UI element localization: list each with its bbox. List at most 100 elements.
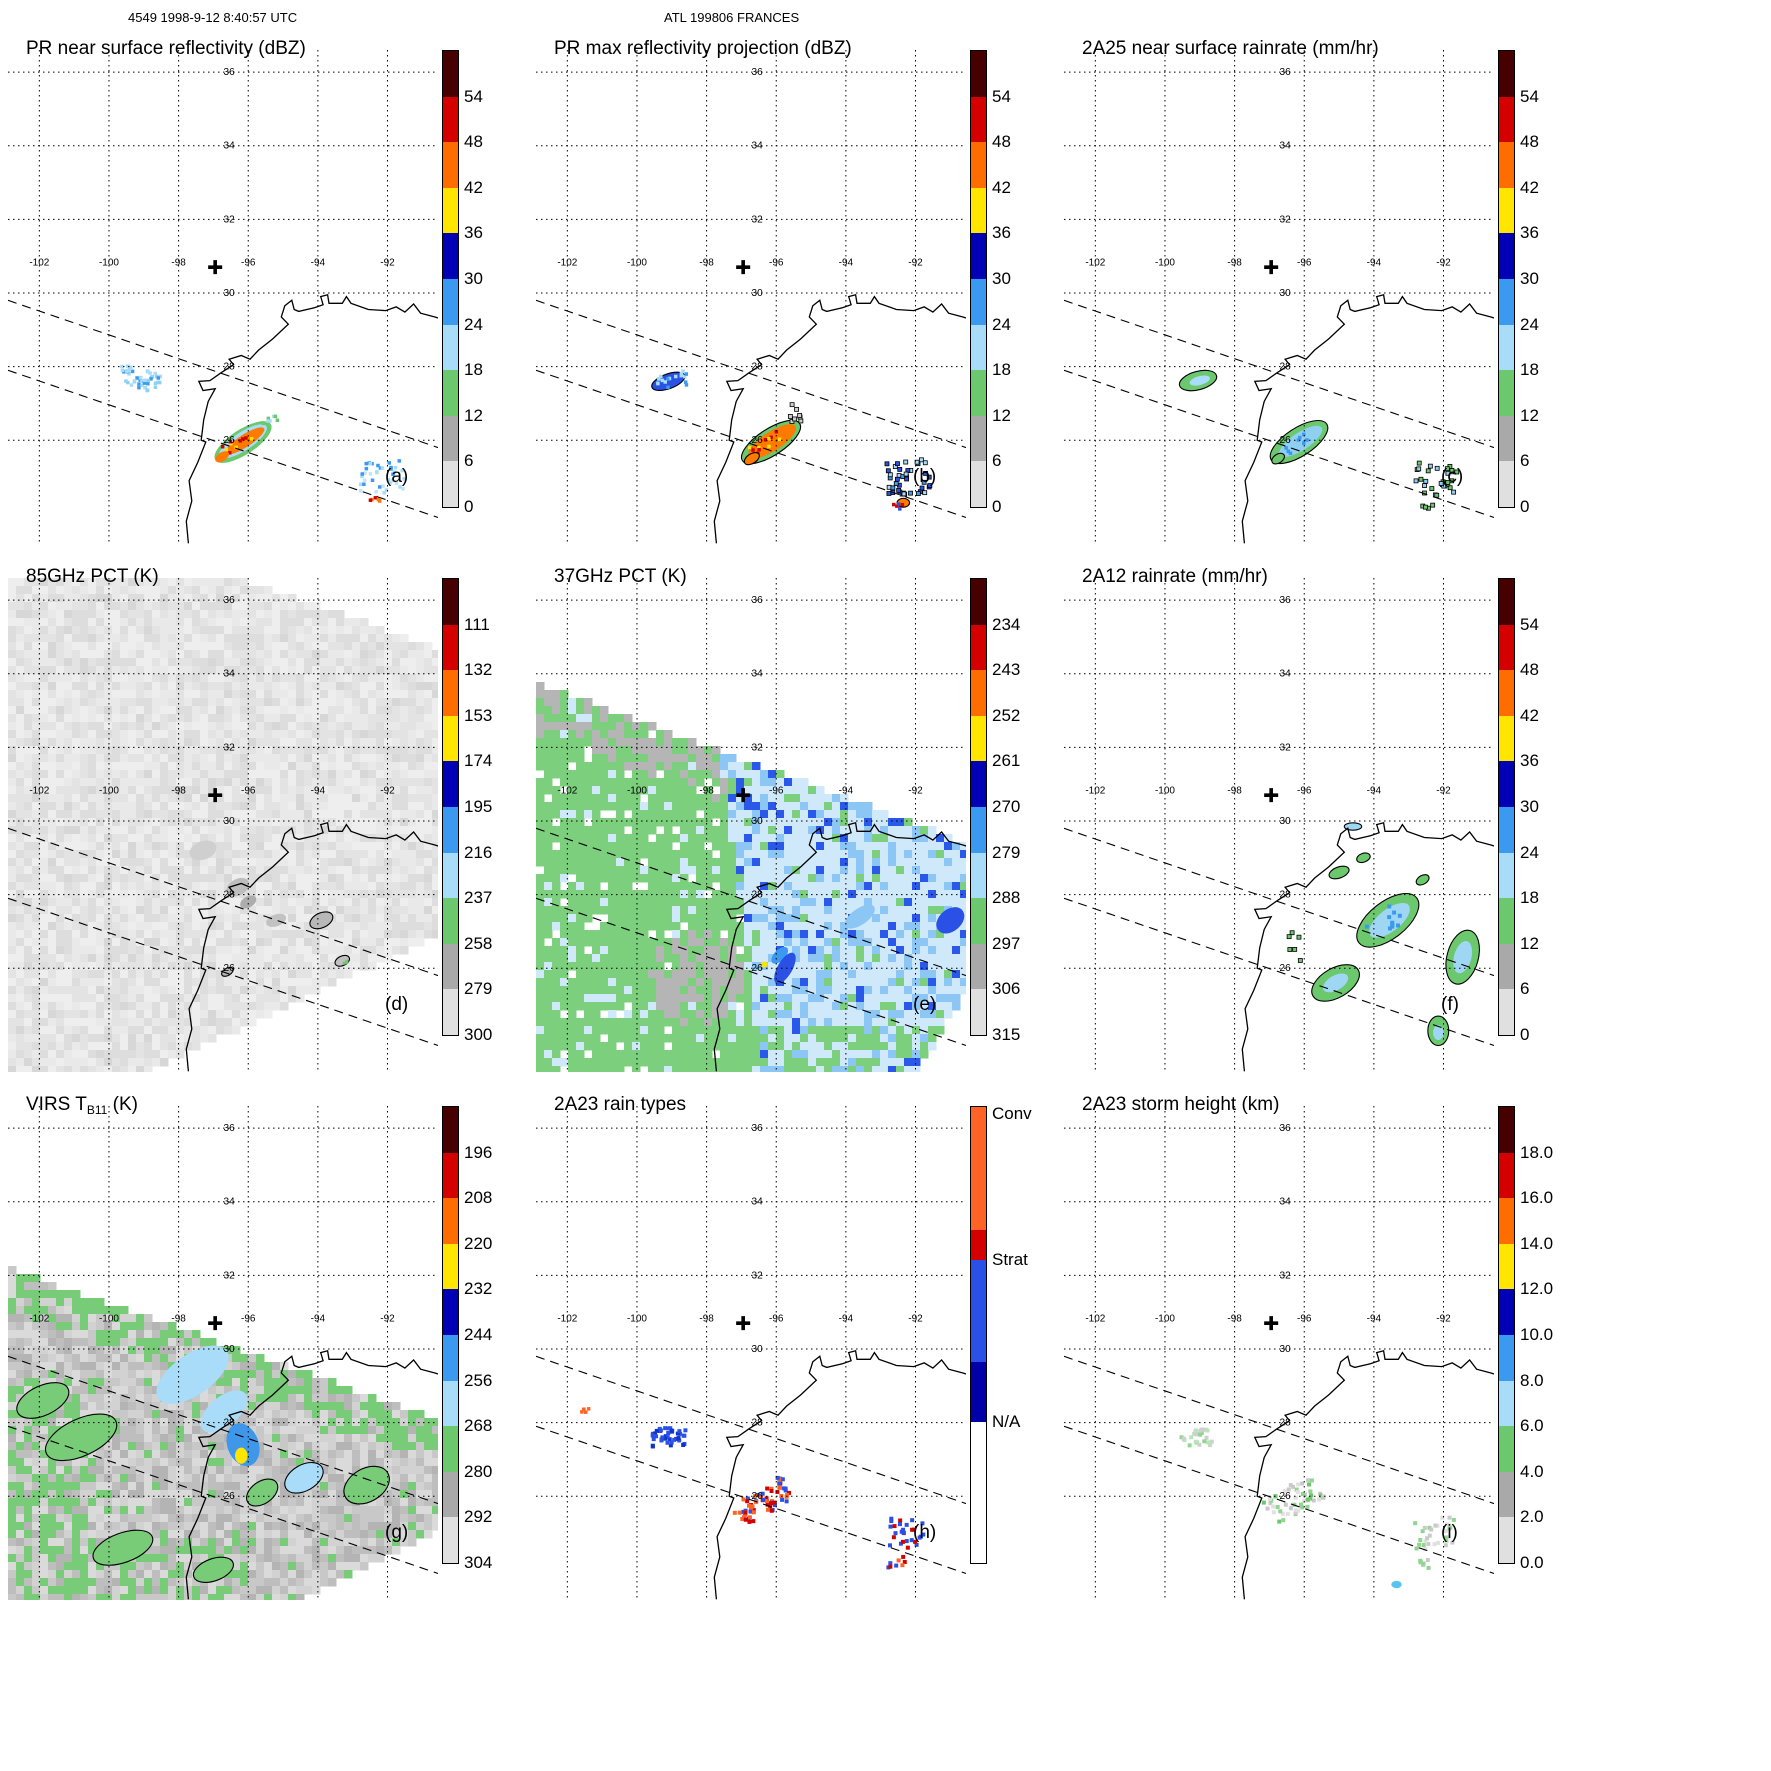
colorbar-pct37 <box>970 578 987 1036</box>
lat-tick-label: 32 <box>752 214 764 225</box>
colorbar-pct85 <box>442 578 459 1036</box>
swath-edge-line <box>1064 1355 1494 1505</box>
colorbar-virs <box>442 1106 459 1564</box>
colorbar-segment <box>443 943 458 990</box>
lon-tick-label: -92 <box>380 1313 395 1324</box>
lat-tick-label: 26 <box>752 1491 764 1502</box>
lon-tick-label: -102 <box>29 785 49 796</box>
colorbar-tick-label: 6 <box>992 451 1002 471</box>
lon-tick-label: -92 <box>380 785 395 796</box>
colorbar-segment <box>1499 142 1514 188</box>
data-field <box>1179 1427 1456 1589</box>
lat-tick-label: 32 <box>224 1270 236 1281</box>
colorbar-tick-label: 12 <box>1520 405 1539 425</box>
colorbar-tick-label: 0 <box>992 497 1002 516</box>
coastline <box>713 821 966 1072</box>
lat-tick-label: 36 <box>752 595 764 606</box>
colorbar-segment <box>443 1471 458 1518</box>
coastline <box>713 293 966 544</box>
lat-tick-label: 32 <box>224 742 236 753</box>
lon-tick-label: -102 <box>557 1313 577 1324</box>
colorbar-segment <box>971 370 986 416</box>
colorbar-tick-label: 36 <box>1520 751 1539 771</box>
colorbar-segment <box>971 1107 986 1231</box>
lon-tick-label: -100 <box>99 257 119 268</box>
lon-tick-label: -94 <box>839 1313 854 1324</box>
colorbar-tick-label: 195 <box>464 797 493 816</box>
panel-letter: (c) <box>1441 466 1463 487</box>
colorbar-tick-label: 42 <box>992 177 1011 197</box>
colorbar-tick-label: 237 <box>464 888 493 908</box>
colorbar-segment <box>971 761 986 807</box>
colorbar-tick-label: 0 <box>1520 1025 1530 1044</box>
colorbar-segment <box>1499 1334 1514 1381</box>
panel-e: 37GHz PCT (K) -102 -100 -98 -96 -94 -92 26 28 30 3… <box>528 554 1056 1082</box>
panel-title: 2A25 near surface rainrate (mm/hr) <box>1082 38 1379 61</box>
colorbar-tick-label: 48 <box>1520 132 1539 152</box>
colorbar-tick-label: 256 <box>464 1370 493 1390</box>
colorbar-segment <box>443 670 458 716</box>
colorbar-tick-label: 304 <box>464 1553 493 1572</box>
swath-edge-line <box>1064 1425 1494 1575</box>
colorbar-segment <box>971 461 986 507</box>
colorbar-tick-label: 261 <box>992 751 1021 771</box>
swath-edge-line <box>1064 827 1494 977</box>
panel-h: 2A23 rain types -102 -100 -98 -96 -94 -92 26 28 3… <box>528 1082 1056 1610</box>
lon-tick-label: -96 <box>769 1313 784 1324</box>
lon-tick-label: -96 <box>1297 785 1312 796</box>
colorbar-tick-label: 2.0 <box>1520 1507 1544 1527</box>
colorbar-segment <box>1499 1152 1514 1199</box>
lon-tick-label: -102 <box>1085 785 1105 796</box>
storm-center-marker <box>208 788 223 803</box>
colorbar-tick-label: 48 <box>992 132 1011 152</box>
colorbar-segment <box>443 852 458 899</box>
lon-tick-label: -100 <box>99 785 119 796</box>
colorbar-tick-label: 268 <box>464 1416 493 1436</box>
colorbar-segment <box>443 415 458 462</box>
panel-letter: (h) <box>913 1522 936 1543</box>
colorbar-segment <box>443 1334 458 1381</box>
colorbar-segment <box>443 1107 458 1153</box>
colorbar-tick-label: 297 <box>992 933 1021 953</box>
swath-edge-line <box>8 1425 438 1575</box>
colorbar-tick-label: 54 <box>992 86 1011 106</box>
swath-edge-line <box>1064 369 1494 519</box>
panel-letter: (i) <box>1441 1522 1458 1543</box>
panel-title: 37GHz PCT (K) <box>554 566 687 589</box>
lat-tick-label: 34 <box>224 669 236 680</box>
colorbar-tick-label: 54 <box>464 86 483 106</box>
colorbar-tick-label: 270 <box>992 797 1021 816</box>
panel-c: 2A25 near surface rainrate (mm/hr) -102 -1… <box>1056 26 1584 554</box>
colorbar-segment <box>443 142 458 188</box>
panel-title-text: VIRS T <box>26 1094 87 1115</box>
lon-tick-label: -92 <box>908 785 923 796</box>
lat-tick-label: 26 <box>752 963 764 974</box>
panel-letter: (g) <box>385 1522 408 1543</box>
colorbar-category-label: N/A <box>992 1411 1021 1431</box>
colorbar-segment <box>1499 324 1514 371</box>
lat-tick-label: 34 <box>224 1197 236 1208</box>
lat-tick-label: 30 <box>1280 288 1292 299</box>
colorbar-tick-label: 279 <box>464 979 493 999</box>
lat-tick-label: 26 <box>224 435 236 446</box>
lat-tick-label: 26 <box>1280 435 1292 446</box>
colorbar-tick-label: 18 <box>992 360 1011 380</box>
colorbar-tick-label: 36 <box>1520 223 1539 243</box>
colorbar-segment <box>443 1152 458 1199</box>
colorbar-tick-label: 0.0 <box>1520 1553 1544 1572</box>
lon-tick-label: -100 <box>1155 257 1175 268</box>
lon-tick-label: -96 <box>241 785 256 796</box>
lat-tick-label: 36 <box>752 1123 764 1134</box>
colorbar-segment <box>1499 943 1514 990</box>
panel-b: PR max reflectivity projection (dBZ) -102… <box>528 26 1056 554</box>
colorbar-segment <box>971 989 986 1035</box>
colorbar-segment <box>971 1230 986 1260</box>
colorbar-segment <box>1499 1198 1514 1244</box>
colorbar-tick-label: 30 <box>1520 797 1539 816</box>
colorbar-segment <box>971 233 986 279</box>
lon-tick-label: -100 <box>1155 1313 1175 1324</box>
